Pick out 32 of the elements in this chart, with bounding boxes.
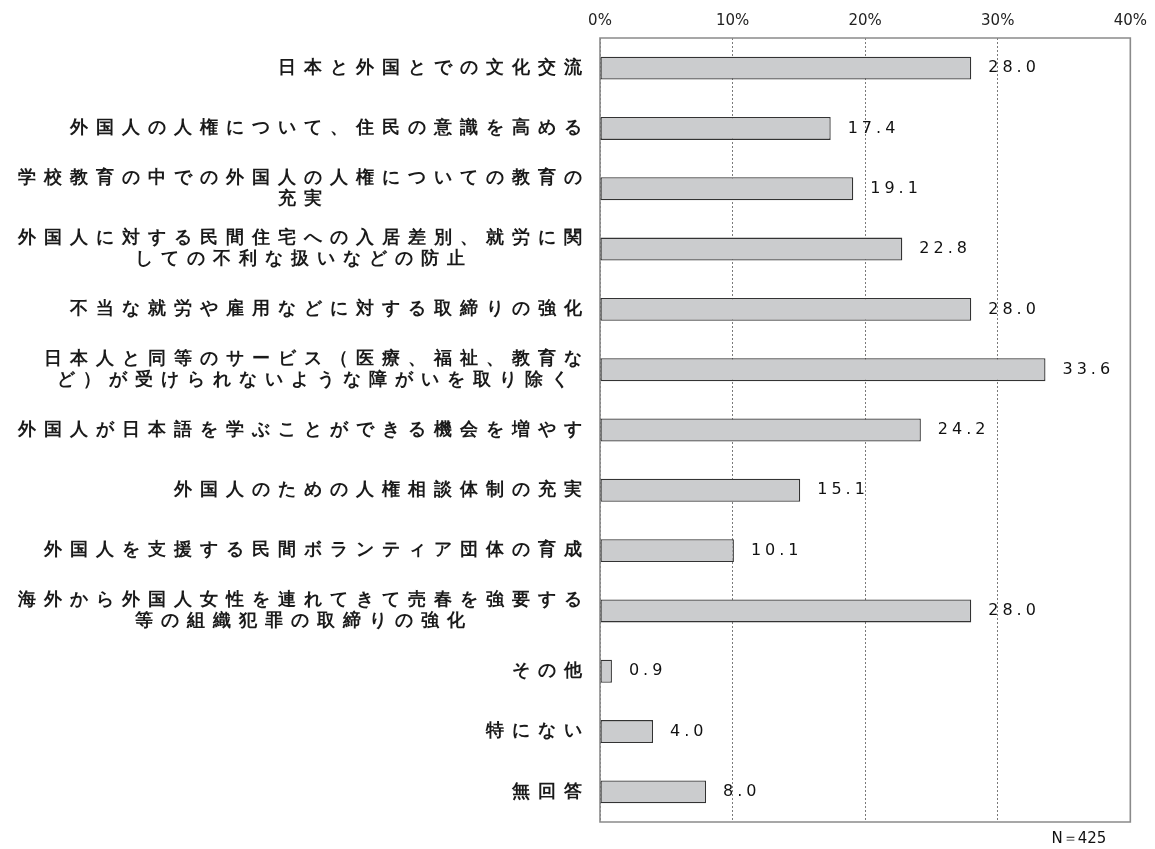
y-tick-label: 日本と外国とでの文化交流	[278, 55, 590, 77]
data-label: 33.6	[1062, 358, 1115, 378]
y-tick-label: 海外から外国人女性を連れてきて売春を強要する等の組織犯罪の取締りの強化	[17, 588, 590, 631]
y-tick-label: 外国人を支援する民間ボランティア団体の育成	[43, 538, 590, 560]
data-label: 4.0	[670, 720, 708, 740]
y-tick-label: 外国人のための人権相談体制の充実	[173, 477, 590, 499]
y-tick-label: 不当な就労や雇用などに対する取締りの強化	[69, 297, 590, 319]
text: N＝425	[1051, 828, 1107, 847]
data-label: 24.2	[937, 419, 990, 439]
y-tick-label: 外国人の人権について、住民の意識を高める	[69, 116, 590, 138]
x-tick-label: 10%	[715, 10, 750, 29]
x-tick-label: 40%	[1113, 10, 1147, 29]
y-tick-label: 日本人と同等のサービス（医療、福祉、教育など）が受けられないような障がいを取り除く	[44, 346, 590, 389]
x-tick-label: 0%	[588, 10, 612, 29]
data-label: 28.0	[988, 57, 1040, 77]
data-label: 10.1	[750, 539, 803, 559]
data-label: 0.9	[628, 660, 667, 680]
y-tick-label: 無回答	[511, 779, 590, 801]
x-tick-label: 20%	[848, 10, 882, 29]
x-tick-label: 30%	[981, 10, 1015, 29]
data-label: 8.0	[723, 781, 761, 800]
data-label: 28.0	[988, 298, 1040, 318]
data-label: 28.0	[988, 600, 1040, 620]
data-label: 22.8	[919, 238, 971, 258]
data-label: 19.1	[870, 177, 922, 197]
y-tick-label: その他	[512, 658, 590, 680]
data-label: 15.1	[817, 479, 869, 499]
y-tick-label: 学校教育の中での外国人の人権についての教育の充実	[18, 165, 590, 208]
data-label: 17.4	[847, 117, 900, 137]
y-tick-label: 外国人に対する民間住宅への入居差別、就労に関しての不利な扱いなどの防止	[17, 226, 590, 269]
y-tick-label: 外国人が日本語を学ぶことができる機会を増やす	[17, 417, 590, 439]
y-tick-label: 特にない	[485, 719, 590, 741]
